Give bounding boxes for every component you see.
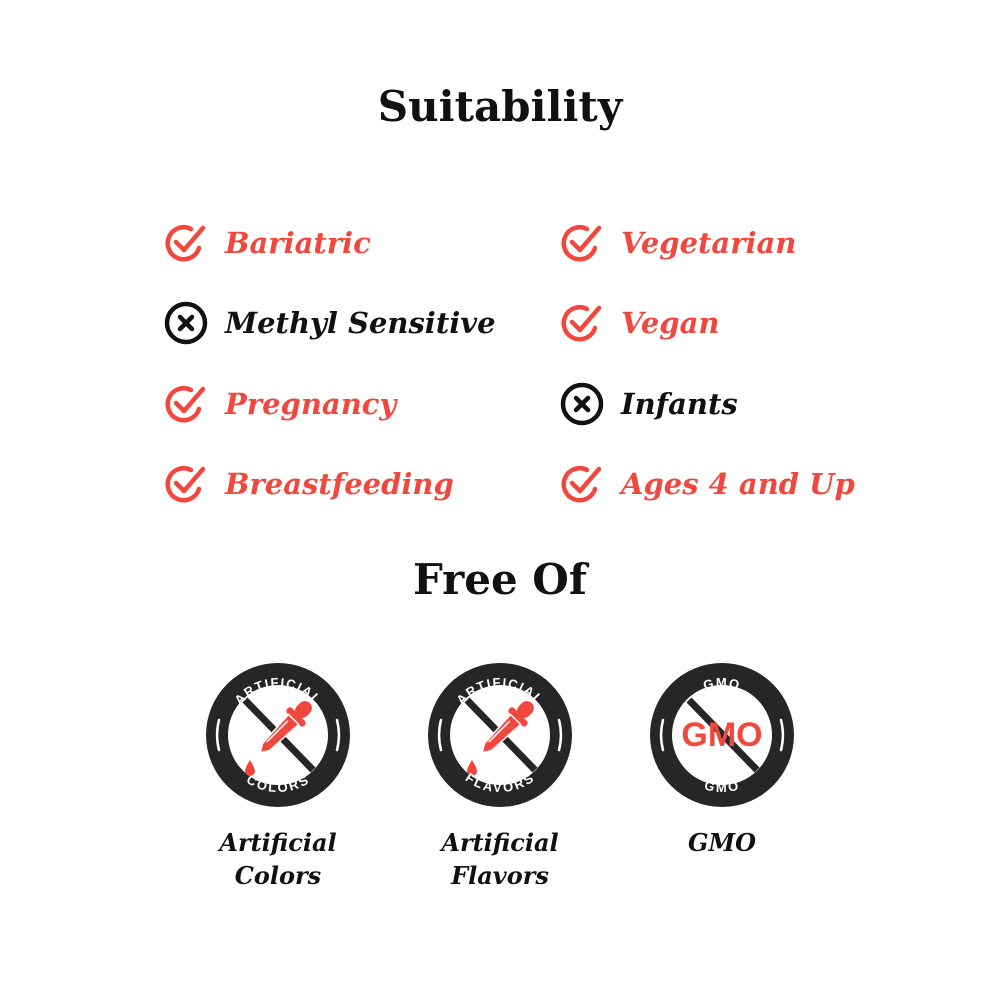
suitability-item-label: Infants — [621, 387, 738, 421]
check-circle-icon — [165, 386, 206, 423]
suitability-item: Infants — [559, 380, 738, 428]
suitability-item-label: Ages 4 and Up — [621, 467, 855, 501]
svg-text:COLORS: COLORS — [244, 772, 312, 796]
svg-text:GMO: GMO — [703, 778, 741, 795]
suitability-item: Methyl Sensitive — [163, 299, 496, 347]
badge-caption: GMO — [647, 826, 797, 859]
suitability-item: Pregnancy — [163, 380, 396, 428]
free-of-badge: ARTIFICIAL FLAVORS Artificial Flavors — [425, 660, 575, 892]
badge-bottom-text: COLORS — [244, 772, 310, 796]
svg-text:GMO: GMO — [702, 675, 743, 693]
badge-icon: ARTIFICIAL COLORS — [206, 663, 350, 807]
check-circle-icon — [561, 225, 602, 262]
badge-caption: Artificial Colors — [203, 826, 353, 892]
suitability-item-label: Bariatric — [225, 226, 371, 260]
free-of-badge: ARTIFICIAL COLORS Artificial Colors — [203, 660, 353, 892]
check-circle-icon — [561, 466, 602, 503]
suitability-item: Vegetarian — [559, 219, 796, 267]
suitability-item-label: Vegan — [621, 306, 720, 340]
dropper-icon — [481, 701, 534, 754]
badge-caption-line: Colors — [234, 861, 322, 890]
suitability-item-label: Breastfeeding — [225, 467, 454, 501]
suitability-item: Breastfeeding — [163, 460, 454, 508]
check-circle-icon — [561, 305, 602, 342]
free-of-badge: GMO GMO GMO GMO — [647, 660, 797, 859]
dropper-icon — [259, 701, 312, 754]
badge-caption-line: Artificial — [441, 828, 559, 857]
badge-icon: ARTIFICIAL FLAVORS — [428, 663, 572, 807]
suitability-item-label: Methyl Sensitive — [225, 306, 496, 340]
badge-caption-line: Artificial — [219, 828, 337, 857]
badge-bottom-text: GMO — [703, 778, 740, 795]
suitability-item: Bariatric — [163, 219, 371, 267]
free-of-title: Free Of — [413, 555, 587, 604]
badge-center-text: GMO — [681, 716, 762, 754]
suitability-item-label: Vegetarian — [621, 226, 797, 260]
badge-icon: GMO GMO GMO — [650, 663, 794, 807]
suitability-item: Vegan — [559, 299, 719, 347]
suitability-item-label: Pregnancy — [225, 387, 397, 421]
suitability-item: Ages 4 and Up — [559, 460, 855, 508]
x-circle-icon — [560, 382, 604, 426]
check-circle-icon — [165, 225, 206, 262]
badge-caption-line: Flavors — [451, 861, 549, 890]
x-circle-icon — [164, 301, 208, 345]
badge-caption-line: GMO — [688, 828, 756, 857]
suitability-title: Suitability — [377, 82, 623, 131]
badge-caption: Artificial Flavors — [425, 826, 575, 892]
check-circle-icon — [165, 466, 206, 503]
badge-top-text: GMO — [702, 675, 741, 693]
